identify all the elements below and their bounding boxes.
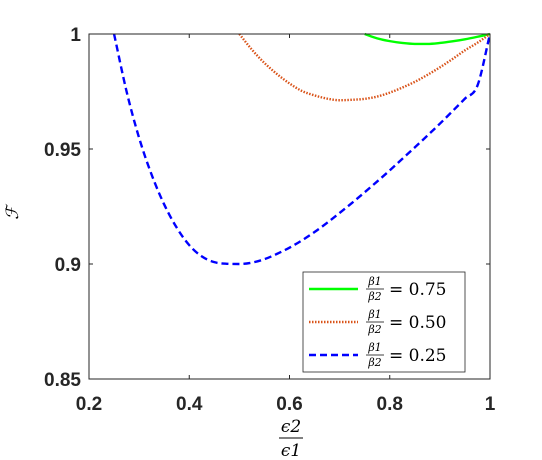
legend: β1 β2 = 0.75 β1 β2 = 0.50 β1 β2 = 0.25 [302, 271, 466, 373]
tick-labels: 0.2 0.4 0.6 0.8 1 0.85 0.9 0.95 1 [44, 25, 496, 415]
x-axis-label-numerator: ϵ2 [281, 417, 301, 437]
x-axis-label-denominator: ϵ1 [281, 441, 301, 460]
y-tick-label: 0.95 [44, 140, 81, 161]
y-tick-label: 0.85 [44, 370, 81, 391]
plot-lines [112, 32, 492, 266]
y-tick-label: 1 [70, 25, 81, 46]
series-line-3 [112, 33, 492, 266]
axes-box [88, 33, 491, 380]
y-tick-label: 0.9 [55, 255, 81, 276]
x-tick-label: 1 [485, 394, 496, 415]
x-tick-label: 0.6 [276, 394, 302, 415]
x-tick-label: 0.8 [377, 394, 403, 415]
x-tick-label: 0.2 [76, 394, 102, 415]
legend-numerator: β1 [367, 341, 381, 354]
legend-denominator: β2 [367, 356, 381, 369]
legend-denominator: β2 [367, 290, 381, 303]
y-axis-label-text: ℱ [3, 203, 23, 220]
legend-numerator: β1 [367, 308, 381, 321]
x-axis-label: ϵ2 ϵ1 [279, 417, 303, 460]
legend-denominator: β2 [367, 323, 381, 336]
series-line-2 [238, 33, 491, 102]
series-line-1 [364, 32, 491, 46]
y-axis-label: ℱ [3, 203, 23, 220]
legend-numerator: β1 [367, 275, 381, 288]
legend-value: = 0.25 [389, 346, 447, 366]
x-tick-label: 0.4 [176, 394, 203, 415]
legend-value: = 0.50 [389, 313, 447, 333]
legend-value: = 0.75 [389, 280, 447, 300]
